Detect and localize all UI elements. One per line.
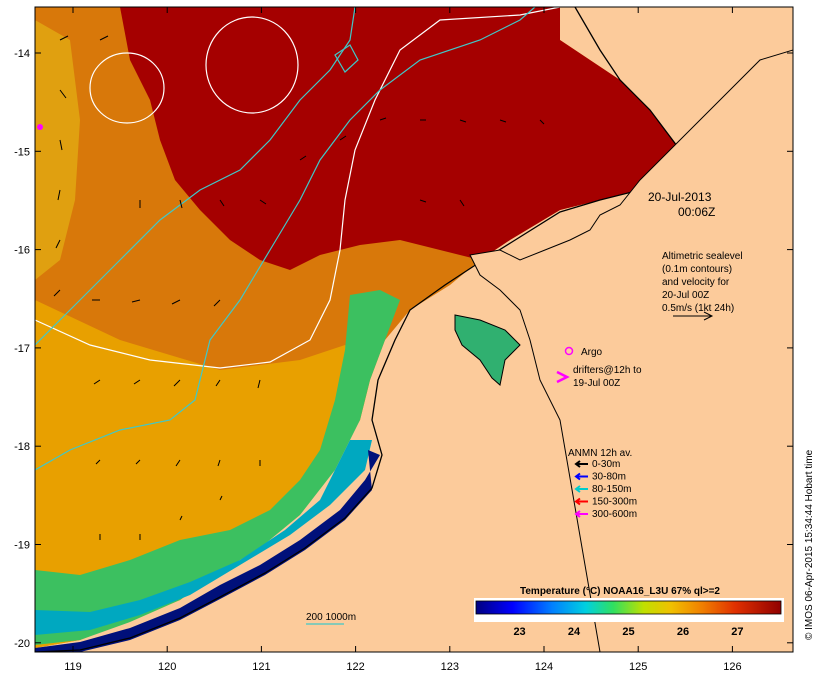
anmn-title: ANMN 12h av. — [568, 448, 632, 459]
y-tick-label: -14 — [14, 48, 30, 60]
altimetry-line: Altimetric sealevel — [662, 251, 743, 262]
isobaths — [35, 7, 536, 471]
altimetry-line: 20-Jul 00Z — [662, 290, 709, 301]
x-tick-label: 126 — [723, 661, 741, 673]
altimetry-line: and velocity for — [662, 277, 730, 288]
ocean-yellow-west — [35, 20, 80, 280]
kimberley-coast — [469, 49, 793, 652]
ocean-yellow-belt — [35, 300, 370, 648]
colorbar-tick-label: 23 — [513, 626, 525, 638]
anmn-legend-arrow — [574, 510, 588, 518]
argo-label: Argo — [581, 347, 603, 358]
colorbar-tick-label: 24 — [568, 626, 581, 638]
ocean-green-band — [35, 290, 400, 645]
anmn-legend-label: 30-80m — [592, 472, 626, 483]
drifter-marker — [556, 370, 570, 384]
colorbar-tick-label: 25 — [622, 626, 634, 638]
colorbar-gradient — [475, 600, 782, 615]
colorbar: Temperature (°C) NOAA16_L3U 67% ql>=2 23… — [474, 586, 784, 638]
velocity-scale-arrow — [673, 311, 714, 321]
colorbar-title: Temperature (°C) NOAA16_L3U 67% ql>=2 — [520, 586, 720, 597]
x-tick-label: 120 — [158, 661, 176, 673]
velocity-arrows — [53, 35, 545, 540]
x-tick-label: 121 — [252, 661, 270, 673]
king-sound-inlet — [454, 314, 521, 386]
y-tick-label: -16 — [14, 245, 30, 257]
ocean-hot-core — [120, 7, 680, 270]
y-axis-ticks: -14 -15 -16 -17 -18 -19 -20 — [14, 48, 793, 650]
map-border — [34, 6, 794, 653]
date-line1: 20-Jul-2013 — [648, 190, 712, 204]
isobath-label: 200 1000m — [306, 612, 356, 623]
drifters-line: drifters@12h to — [573, 365, 642, 376]
x-tick-label: 125 — [629, 661, 647, 673]
colorbar-tick-label: 26 — [677, 626, 689, 638]
date-line2: 00:06Z — [678, 205, 715, 219]
anmn-legend-arrow — [574, 497, 588, 506]
argo-float-marker — [564, 346, 574, 356]
drifters-line: 19-Jul 00Z — [573, 378, 620, 389]
x-tick-label: 122 — [346, 661, 364, 673]
colorbar-ticks: 23 24 25 26 27 — [513, 626, 743, 638]
x-tick-label: 123 — [441, 661, 459, 673]
anmn-legend-arrow — [574, 485, 588, 493]
map-panel — [35, 7, 793, 652]
colorbar-tick-label: 27 — [731, 626, 743, 638]
y-tick-label: -19 — [14, 540, 30, 552]
credit-note: © IMOS 06-Apr-2015 15:34:44 Hobart time — [804, 449, 815, 640]
altimetry-line: (0.1m contours) — [662, 264, 732, 275]
anmn-legend-label: 0-30m — [592, 459, 620, 470]
x-tick-label: 119 — [64, 661, 82, 673]
x-axis-ticks: 119 120 121 122 123 124 125 126 — [64, 7, 742, 673]
y-tick-label: -18 — [14, 441, 30, 453]
sealevel-contours — [35, 7, 561, 369]
altimetry-note: Altimetric sealevel (0.1m contours) and … — [662, 251, 743, 321]
argo-float-marker-west — [37, 124, 43, 130]
anmn-legend-arrow — [574, 472, 588, 481]
y-tick-label: -20 — [14, 638, 30, 650]
anmn-legend-label: 80-150m — [592, 484, 631, 495]
anmn-legend-arrow — [574, 460, 588, 468]
y-tick-label: -17 — [14, 343, 30, 355]
y-tick-label: -15 — [14, 146, 30, 158]
anmn-legend-label: 150-300m — [592, 497, 637, 508]
x-tick-label: 124 — [535, 661, 553, 673]
ocean-teal-strip — [35, 440, 372, 635]
altimetry-line: 0.5m/s (1kt 24h) — [662, 303, 734, 314]
anmn-legend-label: 300-600m — [592, 509, 637, 520]
